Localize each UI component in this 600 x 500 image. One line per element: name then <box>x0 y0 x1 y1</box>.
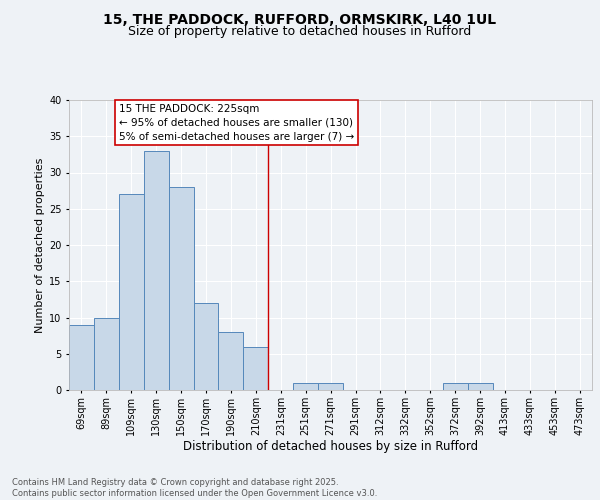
Bar <box>69 325 94 390</box>
Text: 15, THE PADDOCK, RUFFORD, ORMSKIRK, L40 1UL: 15, THE PADDOCK, RUFFORD, ORMSKIRK, L40 … <box>103 12 497 26</box>
Text: Size of property relative to detached houses in Rufford: Size of property relative to detached ho… <box>128 25 472 38</box>
Bar <box>244 346 268 390</box>
Bar <box>443 383 467 390</box>
Bar <box>293 383 318 390</box>
Text: 15 THE PADDOCK: 225sqm
← 95% of detached houses are smaller (130)
5% of semi-det: 15 THE PADDOCK: 225sqm ← 95% of detached… <box>119 104 354 142</box>
Text: Contains HM Land Registry data © Crown copyright and database right 2025.
Contai: Contains HM Land Registry data © Crown c… <box>12 478 377 498</box>
Bar <box>169 187 194 390</box>
Bar <box>318 383 343 390</box>
Bar <box>144 151 169 390</box>
Bar <box>218 332 244 390</box>
Bar <box>94 318 119 390</box>
Y-axis label: Number of detached properties: Number of detached properties <box>35 158 44 332</box>
Bar <box>194 303 218 390</box>
X-axis label: Distribution of detached houses by size in Rufford: Distribution of detached houses by size … <box>183 440 478 454</box>
Bar <box>467 383 493 390</box>
Bar <box>119 194 144 390</box>
